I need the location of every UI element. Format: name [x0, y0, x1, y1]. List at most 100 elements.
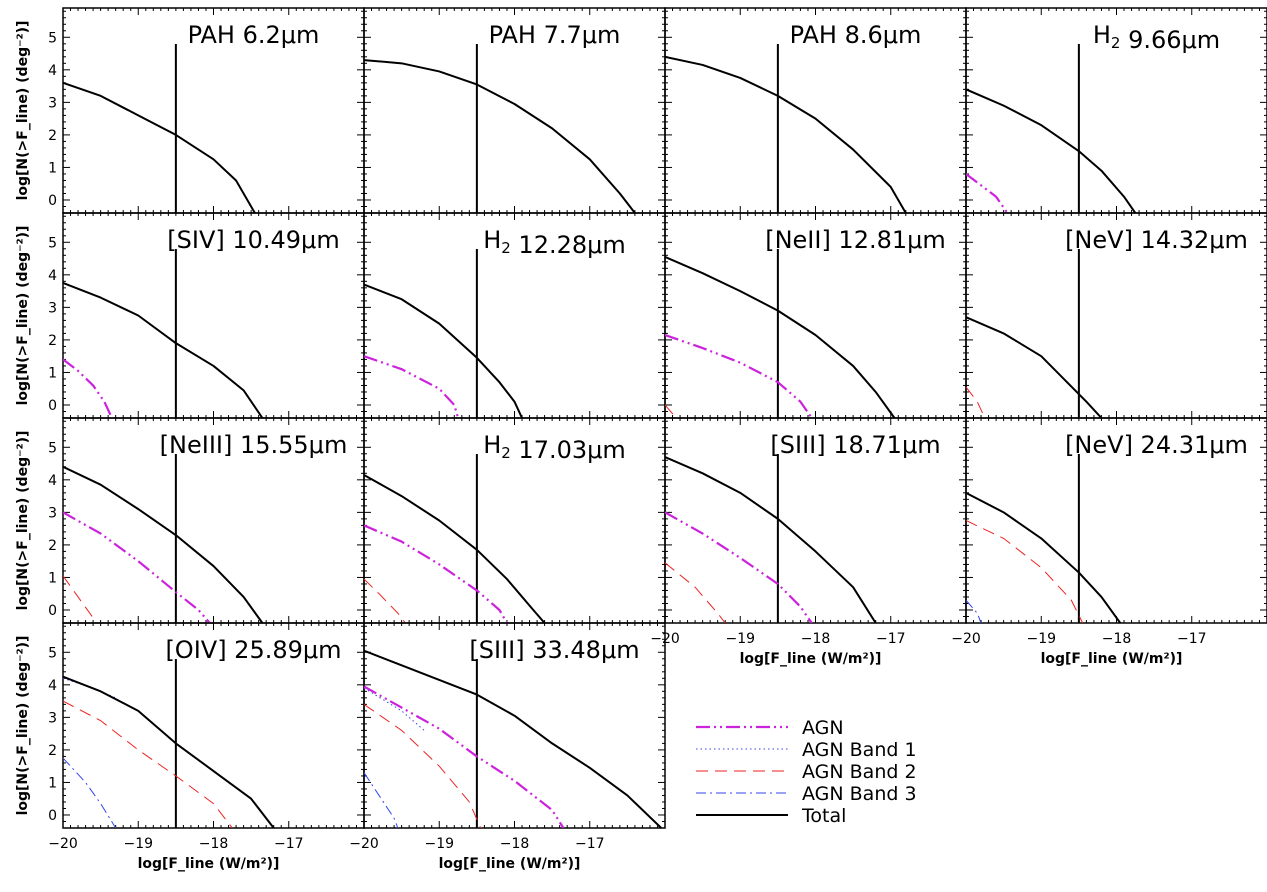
panel-title-4: [SIV] 10.49μm [167, 226, 339, 254]
x-tick-label: −19 [725, 631, 755, 647]
x-tick-label: −18 [801, 631, 831, 647]
panel-curves [364, 44, 636, 213]
series-total [63, 282, 264, 418]
x-tick-label: −20 [349, 836, 379, 852]
series-band2 [966, 386, 986, 418]
y-tick-label: 5 [48, 440, 57, 456]
legend-label-band2: AGN Band 2 [802, 761, 917, 783]
y-tick-label: 4 [48, 473, 57, 489]
series-total [665, 256, 896, 418]
y-axis-label: log[N(>F_line) (deg⁻²)] [15, 21, 31, 201]
x-tick-label: −18 [500, 836, 530, 852]
series-total [63, 675, 275, 828]
series-total [665, 55, 907, 213]
y-tick-label: 5 [48, 235, 57, 251]
panel-curves [63, 44, 256, 213]
panel-title-0: PAH 6.2μm [188, 21, 320, 49]
y-tick-label: 1 [48, 365, 57, 381]
x-axis-label: log[F_line (W/m²)] [439, 856, 581, 872]
y-axis-label: log[N(>F_line) (deg⁻²)] [15, 431, 31, 611]
y-tick-label: 2 [48, 743, 57, 759]
y-tick-label: 1 [48, 160, 57, 176]
x-tick-label: −18 [1102, 631, 1132, 647]
y-tick-label: 1 [48, 570, 57, 586]
y-axis-label: log[N(>F_line) (deg⁻²)] [15, 226, 31, 406]
y-tick-label: 3 [48, 95, 57, 111]
x-tick-label: −19 [1026, 631, 1056, 647]
y-tick-label: 2 [48, 538, 57, 554]
y-tick-label: 4 [48, 268, 57, 284]
panel-title-9: H2 17.03μm [483, 431, 626, 464]
series-agn [364, 685, 565, 828]
series-total [364, 59, 636, 213]
panel-curves [63, 659, 275, 828]
panel-curves [364, 649, 662, 828]
panel-8: 0 1 2 3 4 5 log[N(>F_line) (deg⁻²)] [NeIII] 15.… [15, 417, 365, 624]
series-band2 [364, 578, 406, 623]
series-agn [364, 524, 508, 623]
series-total [364, 474, 546, 623]
x-tick-label: −20 [951, 631, 981, 647]
x-tick-label: −17 [274, 836, 304, 852]
y-tick-label: 1 [48, 775, 57, 791]
series-total [966, 88, 1137, 213]
panel-0: 0 1 2 3 4 5 log[N(>F_line) (deg⁻²)] PAH 6.2μm [15, 7, 365, 214]
panel-12: 0 1 2 3 4 5 log[N(>F_line) (deg⁻²)] −20 −19 −18 −1… [15, 622, 365, 872]
y-tick-label: 3 [48, 505, 57, 521]
x-axis-label: log[F_line (W/m²)] [740, 651, 882, 667]
panel-title-3: H2 9.66μm [1093, 21, 1220, 54]
panel-curves [665, 249, 896, 418]
panel-curves [665, 44, 907, 213]
series-agn [63, 358, 113, 418]
panel-5: H2 12.28μm [363, 212, 666, 419]
panel-curves [966, 454, 1122, 623]
panel-13: −20 −19 −18 −17 log[F_line (W/m²)] [SIII] 33.… [349, 622, 666, 872]
series-total [966, 491, 1122, 623]
series-band2 [665, 562, 726, 623]
series-band2 [966, 520, 1084, 623]
series-agn [966, 173, 1009, 213]
panel-title-6: [NeII] 12.81μm [765, 226, 946, 254]
x-tick-label: −17 [876, 631, 906, 647]
panel-title-7: [NeV] 14.32μm [1065, 226, 1248, 254]
panel-11: −20 −19 −18 −17 log[F_line (W/m²)] [NeV] 24.3… [951, 417, 1267, 667]
panel-curves [966, 249, 1103, 418]
series-total [364, 649, 662, 828]
panel-title-10: [SIII] 18.71μm [770, 431, 940, 459]
series-agn [665, 511, 813, 623]
legend-label-band1: AGN Band 1 [802, 739, 917, 761]
y-tick-label: 4 [48, 63, 57, 79]
panel-curves [364, 454, 546, 623]
series-total [364, 283, 523, 418]
series-band3 [966, 599, 982, 623]
x-axis-label: log[F_line (W/m²)] [1041, 651, 1183, 667]
x-tick-label: −20 [48, 836, 78, 852]
x-tick-label: −17 [1177, 631, 1207, 647]
panel-3: H2 9.66μm [965, 7, 1267, 214]
panel-title-13: [SIII] 33.48μm [469, 636, 639, 664]
series-total [63, 465, 264, 623]
panel-title-8: [NeIII] 15.55μm [160, 431, 348, 459]
panel-6: [NeII] 12.81μm [664, 212, 967, 419]
y-tick-label: 0 [48, 398, 57, 414]
x-tick-label: −19 [424, 836, 454, 852]
legend-label-total: Total [801, 805, 846, 827]
panel-curves [63, 454, 264, 623]
series-band3 [63, 757, 117, 828]
panel-curves [665, 454, 877, 623]
x-tick-label: −19 [123, 836, 153, 852]
x-tick-label: −17 [575, 836, 605, 852]
panel-2: PAH 8.6μm [664, 7, 967, 214]
series-band2 [665, 404, 677, 418]
series-band3 [364, 772, 399, 828]
panel-4: 0 1 2 3 4 5 log[N(>F_line) (deg⁻²)] [SIV] 10.49… [15, 212, 365, 419]
panel-9: H2 17.03μm [363, 417, 666, 624]
panel-title-2: PAH 8.6μm [790, 21, 922, 49]
y-tick-label: 0 [48, 808, 57, 824]
series-agn [63, 511, 211, 623]
series-agn [665, 333, 813, 418]
panel-title-11: [NeV] 24.31μm [1065, 431, 1248, 459]
y-tick-label: 2 [48, 333, 57, 349]
